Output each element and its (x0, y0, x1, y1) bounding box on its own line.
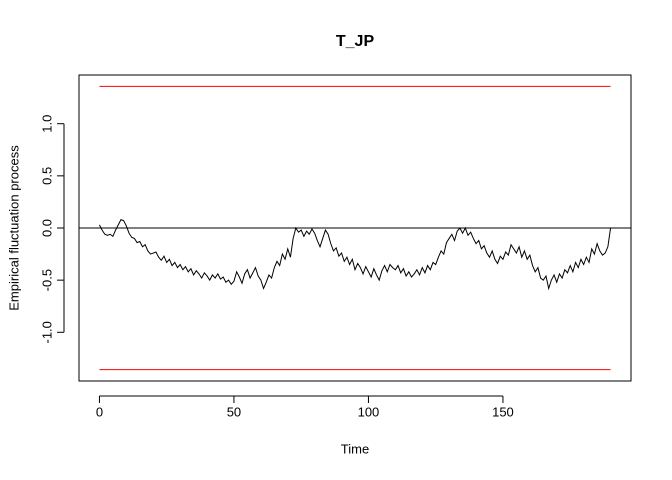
y-tick-label: 1.0 (39, 115, 54, 133)
y-tick-label: -0.5 (39, 269, 54, 291)
y-tick-label: -1.0 (39, 321, 54, 343)
x-tick-label: 100 (358, 404, 380, 419)
y-tick-label: 0.0 (39, 219, 54, 237)
y-tick-label: 0.5 (39, 167, 54, 185)
fluctuation-line (98, 219, 612, 291)
x-axis-label: Time (341, 441, 369, 456)
y-axis-label: Empirical fluctuation process (6, 145, 21, 311)
x-tick-label: 50 (227, 404, 241, 419)
x-tick-label: 150 (492, 404, 514, 419)
x-tick-label: 0 (96, 404, 103, 419)
chart-title: T_JP (336, 33, 375, 50)
